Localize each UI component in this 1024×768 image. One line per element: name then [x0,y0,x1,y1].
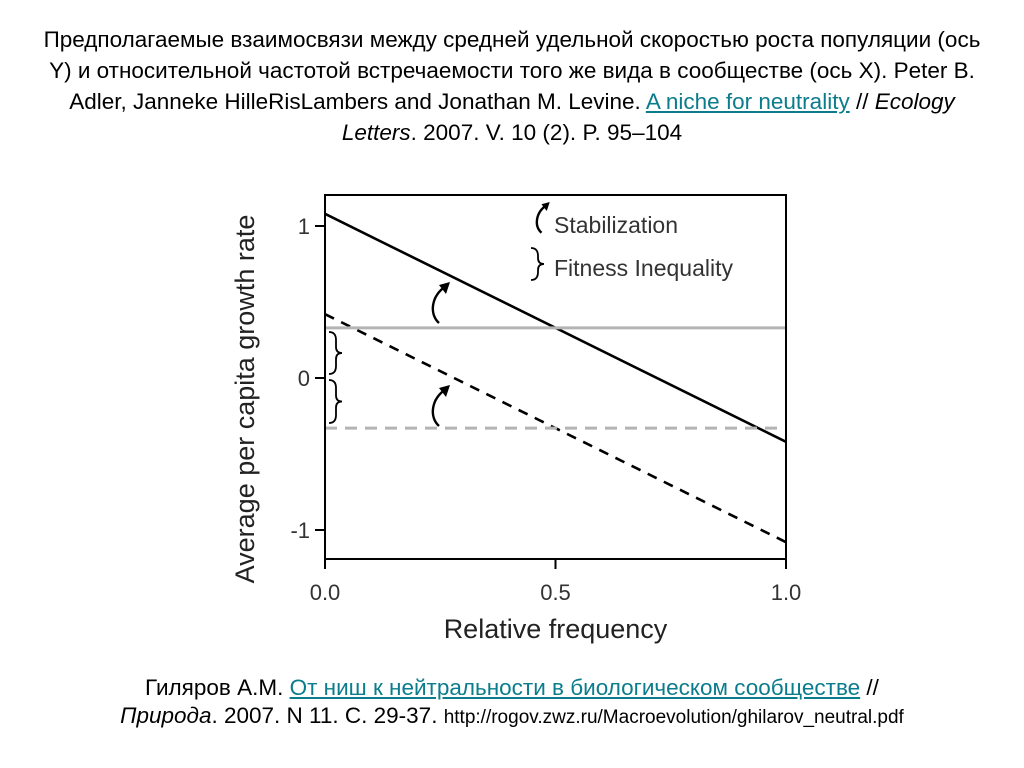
legend: Stabilization Fitness Inequality [530,202,733,281]
journal-name: Ecology Letters [341,89,955,145]
legend-brace-icon [530,247,545,281]
fitness-brace-icon [328,331,343,375]
caption-bottom-separator: // [860,675,879,700]
stabilization-arrow-icon-lower-head [439,385,450,397]
legend-arrow-icon-stroke [535,204,548,234]
stabilization-arrow-icon [431,282,450,324]
y-axis-label: Average per capita growth rate [230,215,260,584]
caption-top: Предполагаемые взаимосвязи между средней… [40,24,984,148]
x-tick-label-0: 0.0 [310,580,341,605]
source-url[interactable]: http://rogov.zwz.ru/Macroevolution/ghila… [443,707,904,728]
caption-bottom-citation: . 2007. N 11. C. 29-37. [211,703,444,728]
stabilization-arrow-icon-lower-stroke [431,388,447,427]
legend-label-1: Fitness Inequality [554,255,733,281]
source-article-link[interactable]: От ниш к нейтральности в биологическом с… [289,675,861,700]
stabilization-arrow-icon-stroke [431,285,447,324]
legend-label-0: Stabilization [554,212,678,238]
author-name: Гиляров А.М. [145,675,290,700]
caption-top-citation: . 2007. V. 10 (2). P. 95–104 [410,120,683,145]
annotation-layer [328,282,450,427]
caption-top-text: Предполагаемые взаимосвязи между средней… [43,27,981,114]
x-tick-label-1: 0.5 [540,580,571,605]
stabilization-arrow-icon-lower [431,385,450,427]
tick-layer: 0.0 0.5 1.0 1 0 -1 [290,214,801,605]
x-tick-label-2: 1.0 [771,580,802,605]
stabilization-arrow-icon-head [439,282,450,294]
y-tick-label-0: 1 [298,214,310,239]
x-axis-label: Relative frequency [444,614,668,644]
article-link[interactable]: A niche for neutrality [645,89,850,114]
plot-frame [324,194,787,560]
y-tick-label-1: 0 [298,366,310,391]
caption-top-separator: // [849,89,875,114]
legend-arrow-icon [535,202,550,234]
caption-bottom: Гиляров А.М. От ниш к нейтральности в би… [30,674,994,732]
source-journal-name: Природа [120,703,212,728]
series-layer [325,212,786,544]
y-tick-label-2: -1 [290,518,310,543]
fitness-brace-icon-lower [328,379,343,424]
legend-arrow-icon-head [541,202,550,211]
